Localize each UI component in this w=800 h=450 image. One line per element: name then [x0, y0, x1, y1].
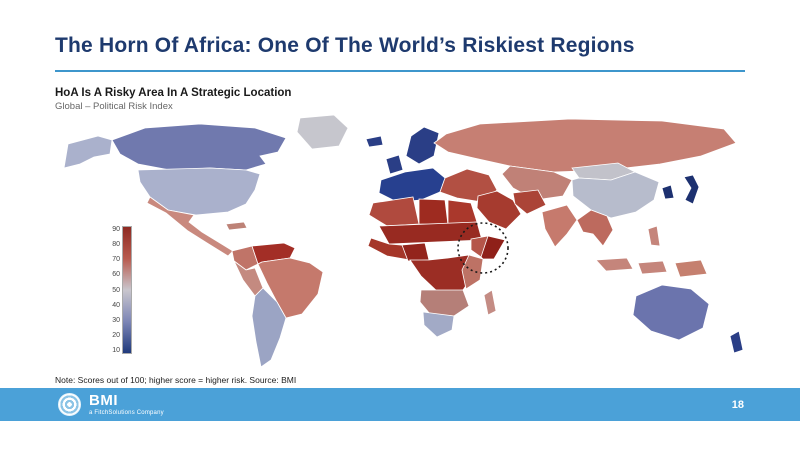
legend-tick: 60 [112, 271, 120, 279]
footer-bar: BMI a FitchSolutions Company 18 [0, 388, 800, 421]
region-southeast-asia [576, 209, 614, 247]
legend-tick: 40 [112, 301, 120, 309]
region-libya [418, 198, 449, 226]
region-china [571, 171, 660, 219]
world-map: 90 80 70 60 50 40 30 20 10 [50, 112, 760, 378]
legend-tick: 20 [112, 331, 120, 339]
region-central-asia [501, 165, 573, 201]
region-philippines [647, 225, 661, 247]
legend-tick: 80 [112, 241, 120, 249]
legend-tick: 70 [112, 256, 120, 264]
brand-subtitle: a FitchSolutions Company [89, 410, 164, 417]
region-korea [661, 184, 675, 200]
horn-of-africa-highlight [457, 222, 509, 274]
region-alaska [63, 135, 113, 169]
region-south-africa [422, 311, 455, 338]
region-uk-ireland [385, 154, 404, 175]
region-iceland [365, 135, 384, 148]
legend-colorbar [122, 226, 132, 354]
legend-tick: 30 [112, 316, 120, 324]
legend-tick: 90 [112, 226, 120, 233]
region-japan [683, 174, 700, 205]
region-russia [433, 118, 737, 173]
map-legend: 90 80 70 60 50 40 30 20 10 [110, 226, 132, 354]
index-label: Global – Political Risk Index [55, 101, 173, 112]
region-canada [111, 123, 287, 171]
region-east-africa [461, 254, 484, 290]
region-middle-east [476, 190, 522, 230]
brand-block: BMI a FitchSolutions Company [89, 391, 164, 417]
region-indonesia [595, 257, 634, 272]
map-subtitle: HoA Is A Risky Area In A Strategic Locat… [55, 87, 292, 99]
legend-tick: 10 [112, 347, 120, 354]
region-madagascar [483, 289, 497, 316]
region-new-zealand [729, 330, 744, 354]
brand-name: BMI [89, 391, 118, 409]
region-iran [512, 189, 547, 215]
world-map-svg [63, 114, 744, 368]
region-egypt [447, 199, 478, 226]
region-scandinavia [405, 126, 440, 165]
region-new-guinea [674, 259, 708, 278]
region-argentina-chile [251, 287, 287, 368]
region-greenland [296, 114, 349, 150]
region-brazil [257, 257, 324, 319]
source-note: Note: Scores out of 100; higher score = … [55, 375, 297, 385]
region-india [541, 204, 578, 248]
legend-tick-labels: 90 80 70 60 50 40 30 20 10 [110, 226, 122, 354]
region-somalia [480, 235, 506, 260]
page-title: The Horn Of Africa: One Of The World’s R… [55, 34, 635, 57]
region-australia [632, 284, 710, 341]
region-indonesia [637, 260, 668, 275]
bmi-logo-icon [58, 393, 81, 416]
region-caribbean [225, 221, 248, 231]
legend-tick: 50 [112, 286, 120, 294]
region-southern-africa [419, 289, 470, 317]
region-usa [137, 167, 261, 216]
region-sahel-sudan [378, 221, 483, 245]
title-underline [55, 70, 745, 72]
region-north-africa-west [368, 196, 420, 227]
page-number: 18 [731, 398, 744, 411]
